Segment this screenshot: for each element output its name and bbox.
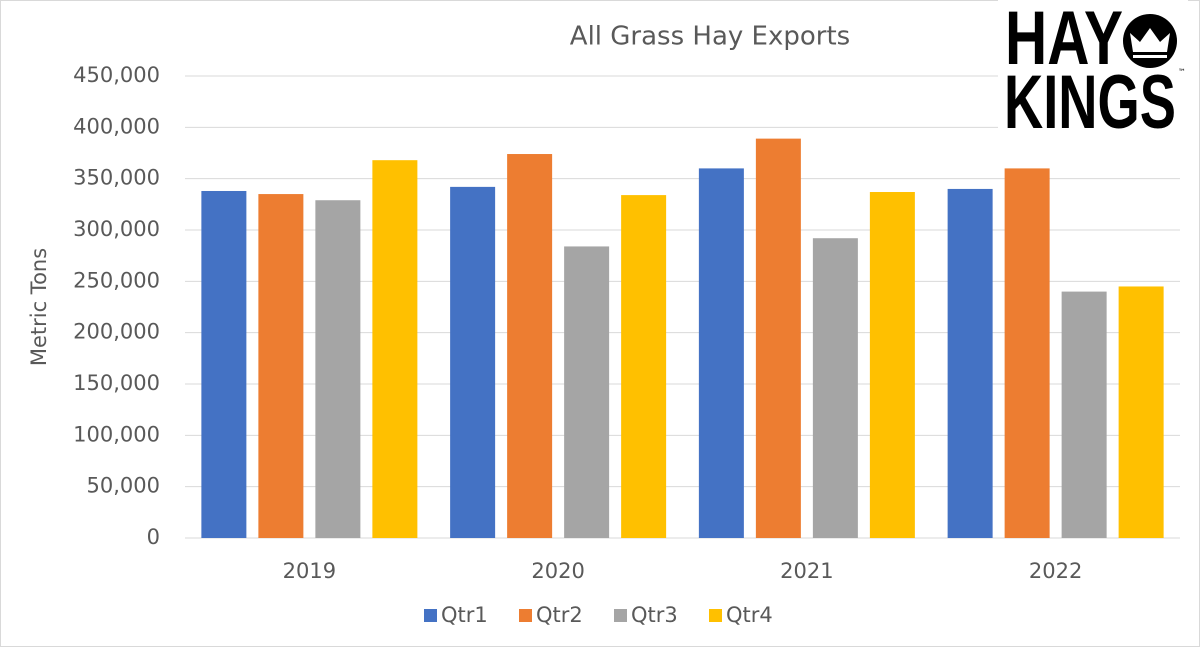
- legend-label: Qtr1: [441, 603, 488, 627]
- logo: HAY KINGS ™: [998, 0, 1188, 148]
- y-tick-label: 50,000: [87, 474, 160, 498]
- y-tick-label: 0: [147, 525, 160, 549]
- y-tick-label: 350,000: [73, 166, 160, 190]
- bar: [812, 238, 858, 539]
- bar: [450, 186, 496, 538]
- legend-label: Qtr4: [726, 603, 773, 627]
- bar: [372, 160, 418, 539]
- bar: [698, 168, 744, 538]
- legend-label: Qtr3: [631, 603, 678, 627]
- bar: [507, 154, 553, 538]
- y-axis-title: Metric Tons: [27, 248, 51, 366]
- bar: [258, 194, 304, 539]
- y-tick-label: 450,000: [73, 63, 160, 87]
- legend-swatch: [424, 609, 437, 622]
- x-tick-label: 2022: [1029, 559, 1082, 583]
- x-tick-label: 2021: [780, 559, 833, 583]
- bar: [315, 200, 361, 538]
- logo-top: HAY: [1005, 0, 1123, 81]
- bar: [201, 190, 247, 538]
- bar: [564, 246, 610, 538]
- bar: [1061, 291, 1107, 538]
- bar: [1004, 168, 1050, 538]
- logo-bottom: KINGS: [1004, 60, 1176, 145]
- bar: [621, 195, 667, 539]
- bar: [755, 138, 801, 539]
- x-tick-label: 2019: [283, 559, 336, 583]
- y-tick-label: 200,000: [73, 320, 160, 344]
- legend-swatch: [709, 609, 722, 622]
- x-tick-label: 2020: [531, 559, 584, 583]
- y-tick-label: 300,000: [73, 217, 160, 241]
- y-tick-label: 150,000: [73, 371, 160, 395]
- chart-title: All Grass Hay Exports: [570, 22, 850, 52]
- logo-crown: [1130, 28, 1170, 58]
- y-tick-label: 400,000: [73, 114, 160, 138]
- legend-swatch: [519, 609, 532, 622]
- y-tick-label: 250,000: [73, 268, 160, 292]
- bars: [201, 138, 1164, 539]
- legend-swatch: [614, 609, 627, 622]
- bar: [947, 188, 993, 538]
- logo-trademark: ™: [1178, 68, 1186, 77]
- bar: [869, 192, 915, 538]
- y-tick-label: 100,000: [73, 422, 160, 446]
- bar: [1118, 286, 1164, 538]
- legend-label: Qtr2: [536, 603, 583, 627]
